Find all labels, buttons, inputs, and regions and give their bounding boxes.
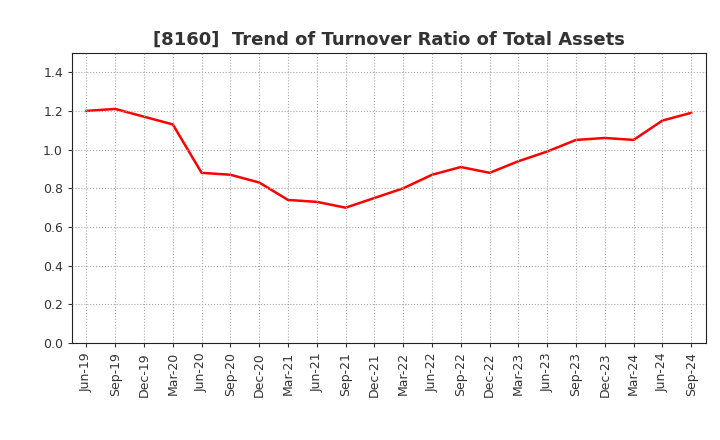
Text: [8160]  Trend of Turnover Ratio of Total Assets: [8160] Trend of Turnover Ratio of Total …: [153, 31, 625, 49]
